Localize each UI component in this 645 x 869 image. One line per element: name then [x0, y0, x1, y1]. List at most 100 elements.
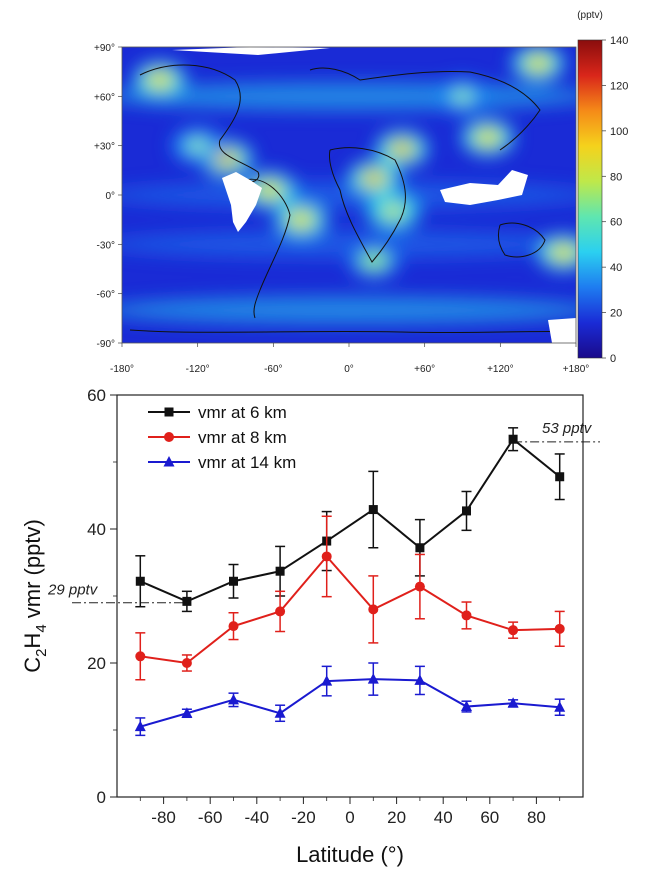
map-x-tick-label: -120°: [186, 364, 210, 375]
x-axis-ticks: -80 -60 -40 -20 0 20 40 60 80: [139, 797, 561, 827]
colorbar-tick-label: 60: [610, 217, 622, 229]
colorbar-gradient: [577, 39, 603, 359]
colorbar-tick-label: 80: [610, 171, 622, 183]
data-point: [461, 700, 472, 712]
data-point: [414, 674, 426, 685]
legend-label: vmr at 8 km: [198, 428, 287, 447]
map-hotspot-core: [190, 140, 205, 151]
data-point: [368, 604, 379, 615]
map-y-tick-label: +30°: [94, 142, 115, 153]
data-point: [462, 506, 471, 516]
map-x-ticks: -180° -120° -60° 0° +60° +120° +180°: [110, 343, 589, 375]
y-axis-label: C2H4 vmr (pptv): [20, 519, 50, 673]
x-tick-label: -60: [198, 808, 223, 827]
data-point: [321, 675, 333, 686]
map-hotspot-core: [556, 247, 571, 258]
data-point: [415, 543, 425, 553]
land-gaps: [172, 47, 576, 343]
map-hotspot-core: [531, 58, 546, 69]
data-point: [321, 551, 332, 562]
map-hotspot-core: [294, 214, 309, 225]
data-point: [181, 707, 193, 718]
map-y-tick-label: 0°: [105, 191, 115, 202]
x-tick-label: -20: [291, 808, 316, 827]
data-point: [368, 505, 378, 515]
data-point: [508, 625, 519, 636]
series-line: [140, 554, 560, 665]
map-hotspot-core: [386, 206, 401, 217]
data-point: [228, 621, 239, 632]
annotation-53: 53 pptv: [542, 420, 593, 437]
map-hotspot-core: [367, 173, 382, 184]
y-tick-label: 20: [87, 654, 106, 673]
map-y-tick-label: +60°: [94, 92, 115, 103]
map-band: [122, 230, 576, 259]
data-point: [507, 697, 519, 708]
data-point: [414, 581, 425, 592]
reference-lines: 53 pptv 29 pptv: [47, 420, 600, 604]
map-hotspot-core: [219, 153, 234, 164]
map-hotspot-core: [455, 91, 470, 102]
data-point: [182, 596, 192, 606]
legend: vmr at 6 km vmr at 8 km vmr at 14 km: [148, 403, 296, 472]
x-tick-label: 0: [345, 808, 354, 827]
data-point: [229, 576, 238, 586]
map-y-ticks: +90° +60° +30° 0° -30° -60° -90°: [94, 43, 122, 350]
map-x-tick-label: +60°: [414, 364, 435, 375]
data-point: [554, 623, 565, 634]
map-panel: -180° -120° -60° 0° +60° +120° +180° +90°+60°+…: [94, 43, 589, 375]
legend-marker: [164, 407, 174, 417]
coastlines: [129, 64, 576, 334]
map-hotspot-core: [262, 185, 277, 196]
colorbar-tick-label: 100: [610, 126, 628, 138]
map-hotspot-core: [367, 255, 382, 266]
legend-label: vmr at 6 km: [198, 403, 287, 422]
colorbar-unit: (pptv): [577, 10, 603, 21]
colorbar-tick-label: 40: [610, 262, 622, 274]
legend-item: vmr at 8 km: [148, 428, 287, 447]
data-point: [134, 720, 146, 732]
legend-marker: [164, 432, 174, 442]
data-point: [135, 576, 145, 586]
series-group: [134, 427, 566, 737]
annotation-29: 29 pptv: [47, 582, 99, 599]
y-tick-label: 60: [87, 386, 106, 405]
colorbar-tick-label: 120: [610, 80, 628, 92]
legend-item: vmr at 14 km: [148, 453, 296, 472]
map-y-tick-label: +90°: [94, 43, 115, 54]
data-point: [135, 651, 146, 662]
data-point: [275, 566, 285, 576]
map-y-tick-label: -30°: [97, 240, 115, 251]
y-tick-label: 0: [97, 788, 106, 807]
data-point: [555, 472, 565, 482]
x-tick-label: 60: [480, 808, 499, 827]
data-point: [228, 693, 239, 705]
map-x-tick-label: -60°: [264, 364, 282, 375]
colorbar-ticks: 0 20 40 60 80 100 120 140: [602, 35, 628, 365]
data-point: [367, 673, 379, 684]
colorbar-tick-label: 140: [610, 35, 628, 47]
x-tick-label: 40: [434, 808, 453, 827]
x-tick-label: 80: [527, 808, 546, 827]
x-axis-label: Latitude (°): [296, 842, 404, 867]
map-hotspot-core: [394, 143, 409, 154]
legend-label: vmr at 14 km: [198, 453, 296, 472]
series-line: [139, 437, 561, 603]
y-tick-label: 40: [87, 520, 106, 539]
colorbar-tick-label: 0: [610, 353, 616, 365]
map-band: [122, 296, 576, 325]
data-point: [274, 707, 286, 718]
legend-marker: [163, 456, 175, 467]
data-point: [554, 701, 566, 712]
data-point: [461, 610, 472, 621]
data-point: [275, 606, 286, 617]
series-3: [134, 662, 566, 737]
x-tick-label: 20: [387, 808, 406, 827]
map-hotspot-core: [480, 132, 495, 143]
x-tick-label: -80: [151, 808, 176, 827]
map-x-tick-label: +120°: [487, 364, 514, 375]
data-point: [181, 658, 192, 668]
x-tick-label: -40: [245, 808, 270, 827]
map-x-tick-label: +180°: [563, 364, 590, 375]
